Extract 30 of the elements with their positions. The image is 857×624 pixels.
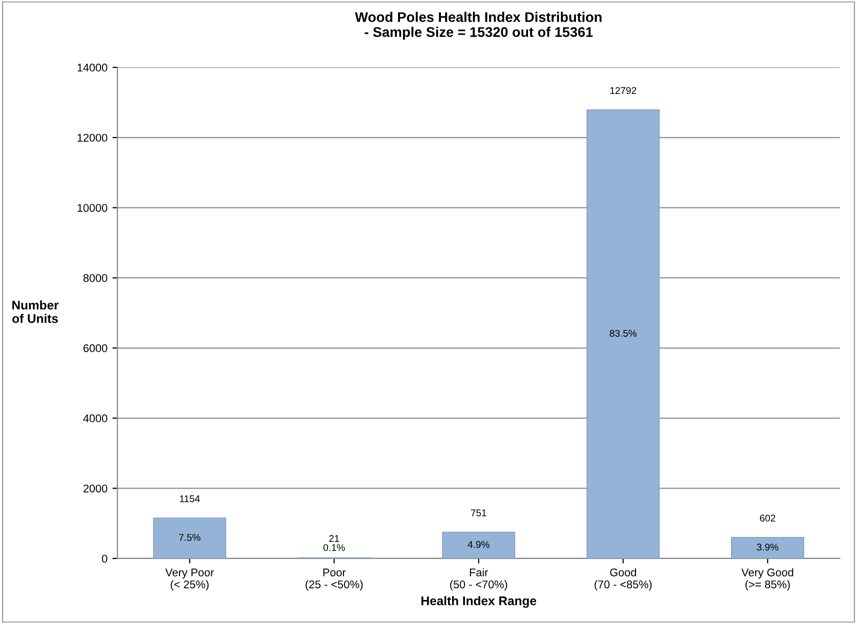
data-label: 602 bbox=[760, 514, 776, 522]
y-tick-label: 12000 bbox=[78, 134, 108, 142]
data-label: 12792 bbox=[610, 87, 636, 94]
y-tick-label: 8000 bbox=[83, 274, 108, 282]
x-axis-title: Health Index Range bbox=[421, 596, 536, 608]
y-tick-label: 10000 bbox=[78, 204, 108, 212]
y-tick-label: 0 bbox=[102, 554, 108, 563]
bar bbox=[586, 109, 660, 558]
data-label: 21 bbox=[329, 535, 340, 542]
y-tick-label: 6000 bbox=[84, 344, 108, 352]
data-label: 751 bbox=[471, 510, 486, 516]
y-tick-label: 2000 bbox=[84, 484, 108, 492]
x-tick-label: Very Good (>= 85%) bbox=[741, 568, 794, 591]
bar bbox=[731, 536, 804, 558]
x-tick-label: Very Poor (< 25%) bbox=[165, 568, 214, 591]
x-tick-label: Good (70 - <85%) bbox=[594, 568, 652, 591]
annotation: 3.9% bbox=[756, 544, 778, 551]
annotation: 4.9% bbox=[468, 541, 490, 548]
x-tick-label: Poor (25 - <50%) bbox=[306, 568, 363, 591]
y-axis-title: Number of Units bbox=[12, 300, 59, 324]
x-tick-label: Fair (50 - <70%) bbox=[450, 568, 508, 591]
y-tick-label: 14000 bbox=[78, 64, 108, 72]
chart-title: Wood Poles Health Index Distribution - Sample Size = 15320 out of 15361 bbox=[354, 12, 602, 40]
annotation: 0.1% bbox=[323, 544, 345, 552]
bar bbox=[442, 532, 516, 558]
bar bbox=[153, 518, 226, 558]
data-label: 1154 bbox=[180, 495, 200, 502]
annotation: 83.5% bbox=[610, 330, 637, 337]
y-tick-label: 4000 bbox=[83, 414, 108, 422]
annotation: 7.5% bbox=[179, 534, 200, 541]
